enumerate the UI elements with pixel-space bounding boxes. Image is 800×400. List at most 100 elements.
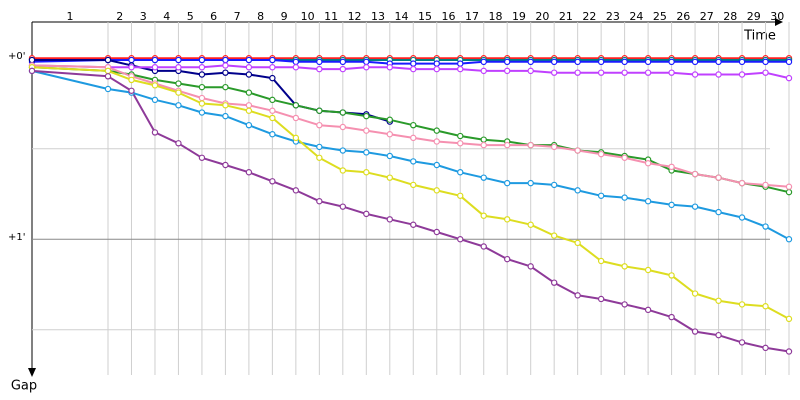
point: [597, 257, 605, 265]
point: [785, 315, 793, 323]
point: [762, 181, 769, 189]
x-tick-label: 28: [723, 10, 737, 23]
point: [691, 170, 699, 178]
point: [480, 136, 487, 143]
point: [245, 102, 253, 109]
point: [363, 64, 370, 71]
point: [715, 71, 722, 78]
point: [597, 192, 605, 199]
point: [785, 188, 793, 196]
point: [292, 134, 300, 142]
point: [128, 87, 135, 94]
point: [292, 58, 300, 66]
x-tick-label: 26: [676, 10, 690, 23]
point: [104, 85, 112, 93]
point: [550, 232, 558, 239]
point: [339, 167, 347, 174]
x-tick-label: 6: [210, 10, 217, 23]
point: [691, 71, 699, 78]
point: [316, 121, 323, 129]
point: [738, 339, 746, 346]
point: [151, 96, 159, 104]
x-tick-label: 24: [629, 10, 643, 23]
y-tick-label: +0': [8, 51, 26, 62]
point: [715, 297, 722, 304]
point: [198, 64, 206, 71]
x-tick-label: 27: [700, 10, 714, 23]
point: [785, 183, 793, 190]
point: [245, 56, 253, 64]
point: [269, 64, 276, 71]
point: [339, 65, 347, 73]
point: [410, 221, 417, 228]
point: [480, 141, 487, 149]
point: [738, 214, 746, 221]
point: [222, 83, 229, 91]
point: [457, 60, 464, 67]
point: [504, 58, 511, 66]
point: [504, 141, 511, 149]
point: [480, 212, 487, 219]
point: [785, 348, 793, 355]
point: [222, 56, 229, 64]
point: [433, 60, 440, 67]
point: [410, 60, 417, 67]
point: [128, 76, 135, 84]
point: [269, 56, 276, 64]
grid: [32, 22, 790, 375]
x-tick-label: 16: [442, 10, 456, 23]
series-line: [31, 66, 790, 320]
point: [504, 67, 511, 75]
point: [151, 82, 159, 89]
point: [386, 152, 393, 160]
point: [292, 64, 300, 71]
point: [527, 67, 534, 75]
point: [621, 154, 628, 161]
point: [339, 123, 347, 131]
point: [457, 192, 464, 199]
x-tick-label: 10: [301, 10, 315, 23]
point: [386, 131, 393, 138]
point: [644, 306, 652, 314]
point: [738, 71, 746, 78]
point: [550, 181, 558, 189]
point: [433, 138, 440, 145]
point: [762, 344, 769, 352]
x-tick-label: 12: [348, 10, 362, 23]
x-tick-label: 5: [187, 10, 194, 23]
point: [222, 62, 229, 69]
point: [128, 56, 135, 64]
point: [175, 80, 182, 87]
x-tick-label: 14: [395, 10, 409, 23]
point: [316, 154, 323, 161]
point: [644, 58, 652, 66]
x-tick-label: 25: [653, 10, 667, 23]
point: [245, 169, 253, 176]
point: [245, 71, 253, 78]
point: [668, 201, 675, 209]
point: [691, 58, 699, 66]
point: [574, 69, 581, 76]
point: [457, 140, 464, 147]
point: [762, 69, 769, 76]
point: [175, 102, 182, 109]
point: [504, 255, 511, 263]
x-tick-label: 4: [163, 10, 170, 23]
point: [504, 179, 511, 187]
x-tick-label: 23: [606, 10, 620, 23]
point: [410, 134, 417, 142]
point: [597, 69, 605, 76]
x-tick-label: 7: [234, 10, 241, 23]
point: [480, 243, 487, 250]
point: [386, 216, 393, 223]
x-tick-label: 9: [281, 10, 288, 23]
point: [433, 161, 440, 169]
series-line: [31, 64, 790, 80]
point: [28, 56, 36, 64]
point: [269, 178, 276, 185]
point: [198, 100, 206, 107]
point: [691, 290, 699, 297]
point: [104, 73, 112, 80]
point: [245, 121, 253, 129]
point: [363, 210, 370, 218]
